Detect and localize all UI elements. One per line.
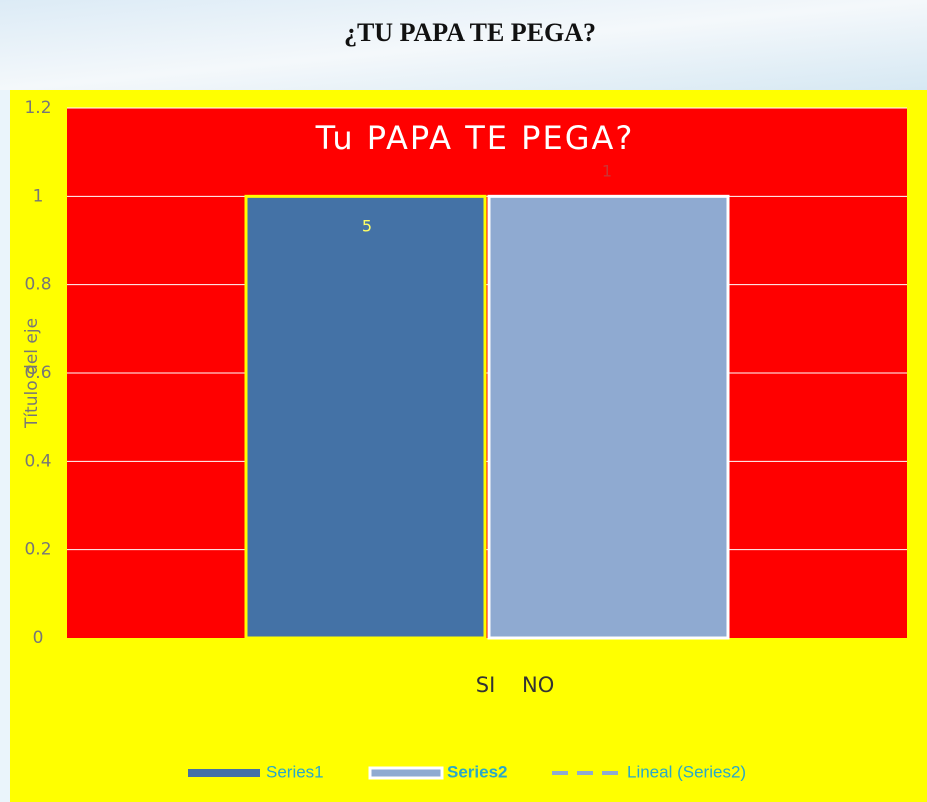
document-background	[0, 0, 927, 90]
y-tick-label: 0.6	[24, 363, 51, 383]
legend-swatch	[368, 766, 444, 780]
y-tick-label: 0.4	[24, 451, 51, 471]
y-tick-label: 0.2	[24, 540, 51, 560]
legend-label: Series1	[266, 762, 324, 781]
chart-title: Tu PAPA TE PEGA?	[315, 119, 635, 157]
legend-label: Lineal (Series2)	[627, 762, 746, 781]
data-label: 5	[362, 217, 372, 236]
legend-label: Series2	[447, 762, 508, 781]
data-label: 1	[602, 162, 612, 181]
y-tick-label: 1.2	[24, 98, 51, 118]
bar	[487, 194, 730, 640]
x-tick-label: SI NO	[476, 673, 554, 697]
y-axis-label: Título del eje	[22, 318, 42, 429]
heading: ¿TU PAPA TE PEGA?	[344, 18, 596, 47]
bar	[244, 194, 487, 640]
y-tick-label: 0	[33, 628, 44, 648]
legend-swatch	[188, 769, 260, 777]
y-tick-label: 0.8	[24, 275, 51, 295]
y-tick-label: 1	[33, 186, 44, 206]
